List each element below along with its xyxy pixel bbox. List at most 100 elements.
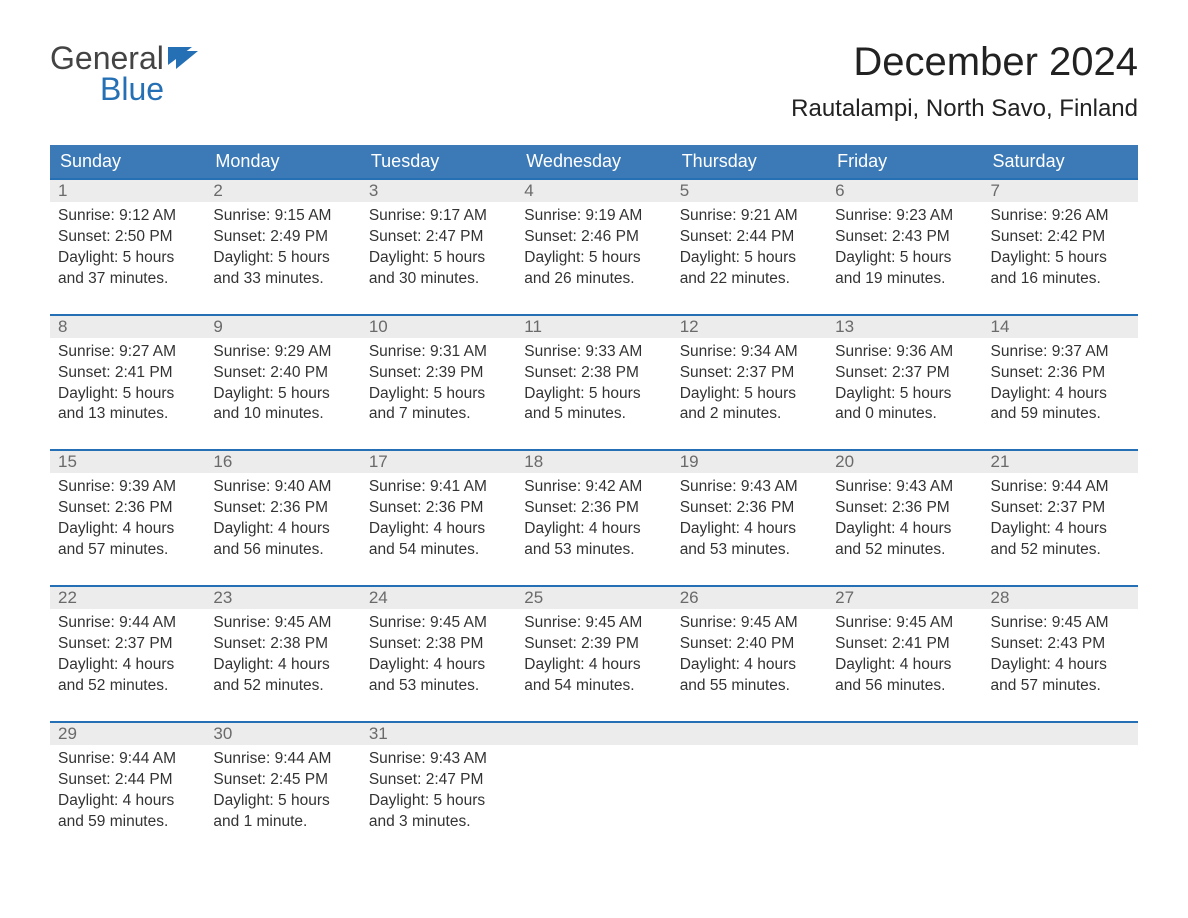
daylight-text-2: and 10 minutes. xyxy=(213,404,352,425)
daylight-text-1: Daylight: 4 hours xyxy=(680,519,819,540)
location: Rautalampi, North Savo, Finland xyxy=(791,95,1138,123)
sunset-text: Sunset: 2:36 PM xyxy=(524,498,663,519)
daylight-text-2: and 0 minutes. xyxy=(835,404,974,425)
day-number: 27 xyxy=(827,587,982,609)
calendar-week: 293031Sunrise: 9:44 AMSunset: 2:44 PMDay… xyxy=(50,721,1138,837)
sunset-text: Sunset: 2:43 PM xyxy=(991,634,1130,655)
sunrise-text: Sunrise: 9:43 AM xyxy=(680,477,819,498)
daylight-text-1: Daylight: 4 hours xyxy=(58,519,197,540)
sunrise-text: Sunrise: 9:17 AM xyxy=(369,206,508,227)
day-number: 24 xyxy=(361,587,516,609)
daylight-text-1: Daylight: 5 hours xyxy=(58,248,197,269)
sunrise-text: Sunrise: 9:44 AM xyxy=(58,749,197,770)
daylight-text-2: and 52 minutes. xyxy=(213,676,352,697)
day-number: 2 xyxy=(205,180,360,202)
daylight-text-1: Daylight: 4 hours xyxy=(369,655,508,676)
daylight-text-2: and 55 minutes. xyxy=(680,676,819,697)
day-number: 29 xyxy=(50,723,205,745)
day-number: 13 xyxy=(827,316,982,338)
sunrise-text: Sunrise: 9:15 AM xyxy=(213,206,352,227)
sunrise-text: Sunrise: 9:19 AM xyxy=(524,206,663,227)
daylight-text-2: and 52 minutes. xyxy=(835,540,974,561)
day-number: 9 xyxy=(205,316,360,338)
day-cell: Sunrise: 9:44 AMSunset: 2:45 PMDaylight:… xyxy=(205,745,360,837)
day-cell: Sunrise: 9:17 AMSunset: 2:47 PMDaylight:… xyxy=(361,202,516,294)
logo-text-blue: Blue xyxy=(100,71,164,108)
day-number: 3 xyxy=(361,180,516,202)
sunset-text: Sunset: 2:44 PM xyxy=(58,770,197,791)
day-cell xyxy=(983,745,1138,837)
sunrise-text: Sunrise: 9:26 AM xyxy=(991,206,1130,227)
sunrise-text: Sunrise: 9:34 AM xyxy=(680,342,819,363)
sunset-text: Sunset: 2:41 PM xyxy=(835,634,974,655)
day-number: 7 xyxy=(983,180,1138,202)
daylight-text-2: and 13 minutes. xyxy=(58,404,197,425)
day-cell: Sunrise: 9:41 AMSunset: 2:36 PMDaylight:… xyxy=(361,473,516,565)
day-cell: Sunrise: 9:43 AMSunset: 2:36 PMDaylight:… xyxy=(827,473,982,565)
sunrise-text: Sunrise: 9:31 AM xyxy=(369,342,508,363)
day-cell: Sunrise: 9:33 AMSunset: 2:38 PMDaylight:… xyxy=(516,338,671,430)
day-header: Tuesday xyxy=(361,145,516,178)
daylight-text-2: and 7 minutes. xyxy=(369,404,508,425)
flag-icon xyxy=(168,40,198,77)
daylight-text-1: Daylight: 4 hours xyxy=(58,791,197,812)
day-cell xyxy=(516,745,671,837)
sunrise-text: Sunrise: 9:45 AM xyxy=(991,613,1130,634)
day-cell: Sunrise: 9:15 AMSunset: 2:49 PMDaylight:… xyxy=(205,202,360,294)
sunrise-text: Sunrise: 9:37 AM xyxy=(991,342,1130,363)
daylight-text-2: and 56 minutes. xyxy=(835,676,974,697)
day-content-row: Sunrise: 9:27 AMSunset: 2:41 PMDaylight:… xyxy=(50,338,1138,430)
daylight-text-1: Daylight: 5 hours xyxy=(369,384,508,405)
day-number-row: 22232425262728 xyxy=(50,585,1138,609)
sunset-text: Sunset: 2:36 PM xyxy=(369,498,508,519)
daylight-text-1: Daylight: 5 hours xyxy=(524,384,663,405)
daylight-text-1: Daylight: 5 hours xyxy=(369,248,508,269)
sunset-text: Sunset: 2:37 PM xyxy=(835,363,974,384)
day-cell: Sunrise: 9:45 AMSunset: 2:39 PMDaylight:… xyxy=(516,609,671,701)
daylight-text-2: and 37 minutes. xyxy=(58,269,197,290)
day-number: 16 xyxy=(205,451,360,473)
day-number: 10 xyxy=(361,316,516,338)
sunrise-text: Sunrise: 9:45 AM xyxy=(680,613,819,634)
sunset-text: Sunset: 2:38 PM xyxy=(524,363,663,384)
calendar-week: 1234567Sunrise: 9:12 AMSunset: 2:50 PMDa… xyxy=(50,178,1138,294)
daylight-text-1: Daylight: 5 hours xyxy=(524,248,663,269)
day-number-row: 15161718192021 xyxy=(50,449,1138,473)
daylight-text-2: and 53 minutes. xyxy=(680,540,819,561)
day-cell: Sunrise: 9:21 AMSunset: 2:44 PMDaylight:… xyxy=(672,202,827,294)
day-cell: Sunrise: 9:43 AMSunset: 2:47 PMDaylight:… xyxy=(361,745,516,837)
sunset-text: Sunset: 2:37 PM xyxy=(991,498,1130,519)
sunrise-text: Sunrise: 9:43 AM xyxy=(369,749,508,770)
sunset-text: Sunset: 2:38 PM xyxy=(369,634,508,655)
daylight-text-1: Daylight: 5 hours xyxy=(680,248,819,269)
day-cell: Sunrise: 9:45 AMSunset: 2:38 PMDaylight:… xyxy=(361,609,516,701)
day-number: 8 xyxy=(50,316,205,338)
sunset-text: Sunset: 2:39 PM xyxy=(369,363,508,384)
day-cell: Sunrise: 9:40 AMSunset: 2:36 PMDaylight:… xyxy=(205,473,360,565)
sunset-text: Sunset: 2:36 PM xyxy=(680,498,819,519)
sunrise-text: Sunrise: 9:44 AM xyxy=(213,749,352,770)
title-block: December 2024 Rautalampi, North Savo, Fi… xyxy=(791,40,1138,137)
day-cell: Sunrise: 9:27 AMSunset: 2:41 PMDaylight:… xyxy=(50,338,205,430)
sunset-text: Sunset: 2:47 PM xyxy=(369,227,508,248)
day-cell: Sunrise: 9:19 AMSunset: 2:46 PMDaylight:… xyxy=(516,202,671,294)
sunrise-text: Sunrise: 9:45 AM xyxy=(369,613,508,634)
day-content-row: Sunrise: 9:44 AMSunset: 2:37 PMDaylight:… xyxy=(50,609,1138,701)
day-header: Wednesday xyxy=(516,145,671,178)
sunset-text: Sunset: 2:38 PM xyxy=(213,634,352,655)
daylight-text-2: and 1 minute. xyxy=(213,812,352,833)
daylight-text-1: Daylight: 5 hours xyxy=(680,384,819,405)
day-cell: Sunrise: 9:39 AMSunset: 2:36 PMDaylight:… xyxy=(50,473,205,565)
daylight-text-1: Daylight: 5 hours xyxy=(369,791,508,812)
day-number: 28 xyxy=(983,587,1138,609)
calendar-week: 891011121314Sunrise: 9:27 AMSunset: 2:41… xyxy=(50,314,1138,430)
daylight-text-2: and 54 minutes. xyxy=(369,540,508,561)
day-number: 20 xyxy=(827,451,982,473)
sunrise-text: Sunrise: 9:44 AM xyxy=(58,613,197,634)
day-content-row: Sunrise: 9:39 AMSunset: 2:36 PMDaylight:… xyxy=(50,473,1138,565)
daylight-text-1: Daylight: 4 hours xyxy=(680,655,819,676)
sunset-text: Sunset: 2:47 PM xyxy=(369,770,508,791)
day-cell: Sunrise: 9:31 AMSunset: 2:39 PMDaylight:… xyxy=(361,338,516,430)
daylight-text-1: Daylight: 4 hours xyxy=(991,519,1130,540)
daylight-text-1: Daylight: 4 hours xyxy=(991,384,1130,405)
